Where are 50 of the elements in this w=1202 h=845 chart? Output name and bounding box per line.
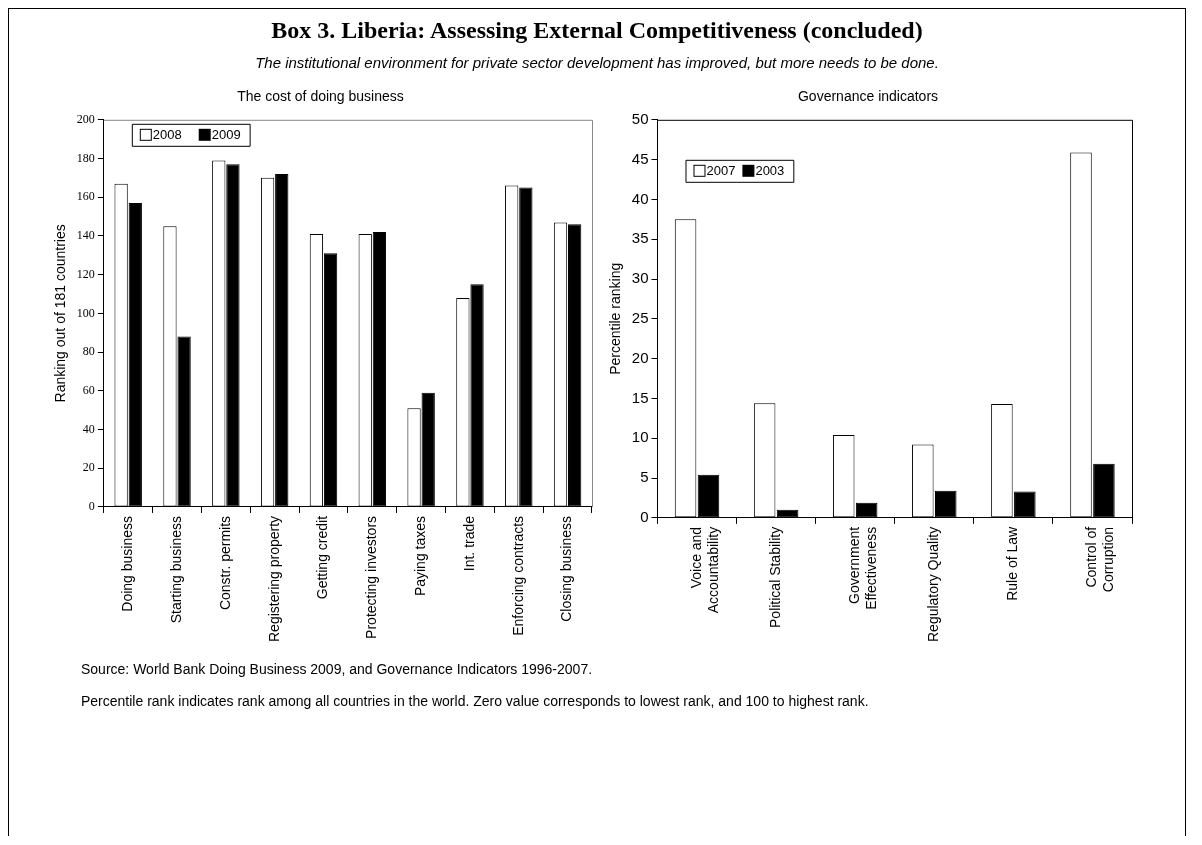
x-tick-label: Getting credit — [314, 515, 331, 600]
x-tick-label: Int. trade — [460, 515, 477, 572]
y-tick-label: 10 — [631, 428, 649, 446]
x-tick-label: Government Effectiveness — [846, 526, 879, 610]
text: Percentile rank indicates rank among all countries in the world. Zero value corresponds to lowest rank, and 100 to highest rank. — [81, 693, 870, 709]
y-tick-label: 200 — [76, 111, 95, 126]
y-tick-label: 25 — [631, 308, 649, 326]
x-tick-label: Doing business — [119, 515, 136, 612]
x-tick-label: Starting business — [167, 515, 184, 624]
source-note: Source: World Bank Doing Business 2009, and Governance Indicators 1996-2007. — [81, 661, 594, 677]
y-tick-label: 5 — [640, 468, 649, 486]
y-tick-label: 20 — [631, 348, 649, 366]
legend-label: 2007 — [706, 163, 736, 179]
x-tick-label: Protecting investors — [363, 515, 380, 639]
y-tick-label: 30 — [631, 269, 649, 287]
y-tick-label: 180 — [76, 150, 95, 165]
y-tick-label: 100 — [76, 305, 95, 320]
y-tick-label: 35 — [631, 229, 649, 247]
x-tick-label: Enforcing contracts — [509, 515, 526, 636]
x-tick-label: Paying taxes — [411, 515, 428, 597]
y-tick-label: 40 — [631, 189, 649, 207]
y-tick-label: 45 — [631, 149, 649, 167]
text: The institutional environment for private sector development has improved, but more needs to be done. — [254, 54, 940, 71]
y-tick-label: 15 — [631, 388, 649, 406]
legend-label: 2003 — [755, 163, 785, 179]
x-tick-label: Constr. permits — [216, 515, 233, 611]
x-tick-label: Regulatory Quality — [925, 526, 942, 643]
y-tick-label: 80 — [82, 344, 95, 359]
text: Box 3. Liberia: Assessing External Competitiveness (concluded) — [270, 17, 924, 44]
y-tick-label: 50 — [631, 109, 649, 127]
x-tick-label: Control of Corruption — [1083, 526, 1117, 593]
y-tick-label: 140 — [76, 228, 95, 243]
y-tick-label: 0 — [640, 507, 649, 525]
x-tick-label: Political Stability — [766, 526, 783, 628]
x-tick-label: Voice and Accountability — [687, 526, 721, 614]
y-tick-label: 0 — [88, 499, 95, 514]
chart-title: The cost of doing business — [237, 88, 404, 105]
chart-title: Governance indicators — [797, 88, 939, 105]
legend-label: 2008 — [152, 127, 182, 143]
y-tick-label: 20 — [82, 460, 95, 475]
y-tick-label: 40 — [82, 421, 95, 436]
y-axis-title: Ranking out of 181 countries — [52, 224, 69, 403]
y-tick-label: 160 — [76, 189, 95, 204]
y-axis-title: Percentile ranking — [607, 262, 624, 375]
x-tick-label: Rule of Law — [1004, 525, 1021, 601]
x-tick-label: Closing business — [558, 515, 575, 622]
y-tick-label: 120 — [76, 266, 95, 281]
legend-label: 2009 — [211, 127, 241, 143]
x-tick-label: Registering property — [265, 515, 282, 642]
y-tick-label: 60 — [82, 382, 95, 397]
